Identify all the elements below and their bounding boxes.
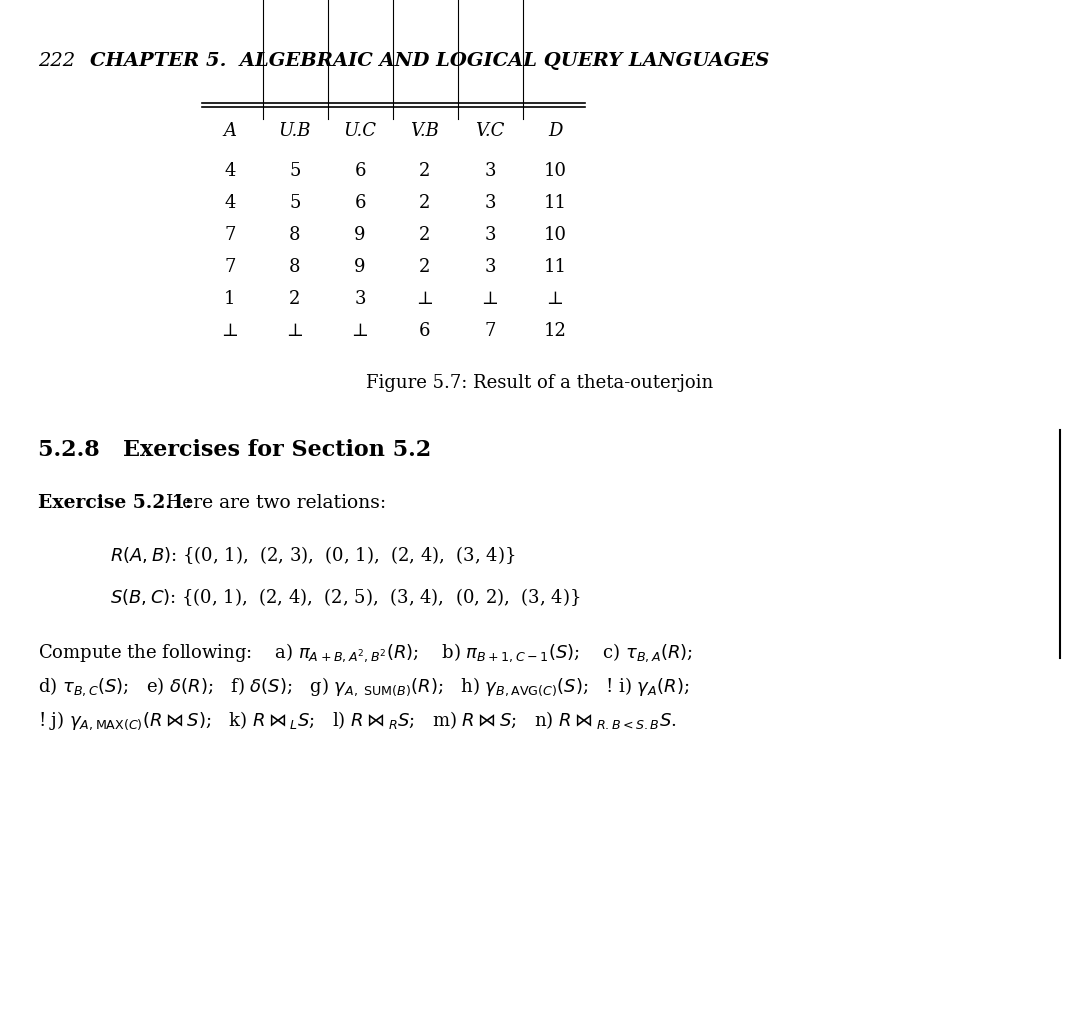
Text: 10: 10 [543, 225, 567, 244]
Text: 2: 2 [419, 225, 431, 244]
Text: 3: 3 [484, 258, 496, 276]
Text: ⊥: ⊥ [546, 290, 564, 307]
Text: Here are two relations:: Here are two relations: [160, 493, 387, 512]
Text: D: D [548, 122, 563, 140]
Text: 7: 7 [484, 321, 496, 340]
Text: 6: 6 [419, 321, 431, 340]
Text: Exercise 5.2.1:: Exercise 5.2.1: [38, 493, 192, 512]
Text: ⊥: ⊥ [352, 321, 368, 340]
Text: 3: 3 [484, 194, 496, 211]
Text: ⊥: ⊥ [221, 321, 239, 340]
Text: Figure 5.7: Result of a theta-outerjoin: Figure 5.7: Result of a theta-outerjoin [366, 374, 714, 391]
Text: 8: 8 [289, 258, 300, 276]
Text: ⊥: ⊥ [482, 290, 499, 307]
Text: 8: 8 [289, 225, 300, 244]
Text: 5: 5 [289, 162, 300, 180]
Text: 222: 222 [38, 52, 76, 70]
Text: 7: 7 [225, 225, 235, 244]
Text: 9: 9 [354, 225, 366, 244]
Text: 12: 12 [543, 321, 566, 340]
Text: 2: 2 [419, 162, 431, 180]
Text: CHAPTER 5.  ALGEBRAIC AND LOGICAL QUERY LANGUAGES: CHAPTER 5. ALGEBRAIC AND LOGICAL QUERY L… [90, 52, 769, 70]
Text: ⊥: ⊥ [286, 321, 303, 340]
Text: d) $\tau_{B,C}(S)$;   e) $\delta(R)$;   f) $\delta(S)$;   g) $\gamma_{A,\ \mathr: d) $\tau_{B,C}(S)$; e) $\delta(R)$; f) $… [38, 674, 689, 697]
Text: 10: 10 [543, 162, 567, 180]
Text: 2: 2 [419, 194, 431, 211]
Text: 1: 1 [225, 290, 235, 307]
Text: 7: 7 [225, 258, 235, 276]
Text: 11: 11 [543, 258, 567, 276]
Text: U.C: U.C [343, 122, 377, 140]
Text: 6: 6 [354, 162, 366, 180]
Text: A: A [224, 122, 237, 140]
Text: 4: 4 [225, 194, 235, 211]
Text: 11: 11 [543, 194, 567, 211]
Text: Compute the following:    a) $\pi_{A+B,A^2,B^2}(R)$;    b) $\pi_{B+1,C-1}(S)$;  : Compute the following: a) $\pi_{A+B,A^2,… [38, 640, 693, 663]
Text: V.B: V.B [410, 122, 440, 140]
Text: 2: 2 [419, 258, 431, 276]
Text: 4: 4 [225, 162, 235, 180]
Text: 9: 9 [354, 258, 366, 276]
Text: U.B: U.B [279, 122, 311, 140]
Text: 2: 2 [289, 290, 300, 307]
Text: $R(A, B)$: {(0, 1),  (2, 3),  (0, 1),  (2, 4),  (3, 4)}: $R(A, B)$: {(0, 1), (2, 3), (0, 1), (2, … [110, 544, 515, 565]
Text: ⊥: ⊥ [417, 290, 433, 307]
Text: 3: 3 [484, 162, 496, 180]
Text: $S(B, C)$: {(0, 1),  (2, 4),  (2, 5),  (3, 4),  (0, 2),  (3, 4)}: $S(B, C)$: {(0, 1), (2, 4), (2, 5), (3, … [110, 585, 580, 608]
Text: 3: 3 [484, 225, 496, 244]
Text: 3: 3 [354, 290, 366, 307]
Text: 6: 6 [354, 194, 366, 211]
Text: ! j) $\gamma_{A,\mathrm{MAX}(C)}(R \bowtie S)$;   k) $R \bowtie_L S$;   l) $R \b: ! j) $\gamma_{A,\mathrm{MAX}(C)}(R \bowt… [38, 709, 676, 731]
Text: 5.2.8   Exercises for Section 5.2: 5.2.8 Exercises for Section 5.2 [38, 439, 431, 461]
Text: 5: 5 [289, 194, 300, 211]
Text: V.C: V.C [475, 122, 504, 140]
